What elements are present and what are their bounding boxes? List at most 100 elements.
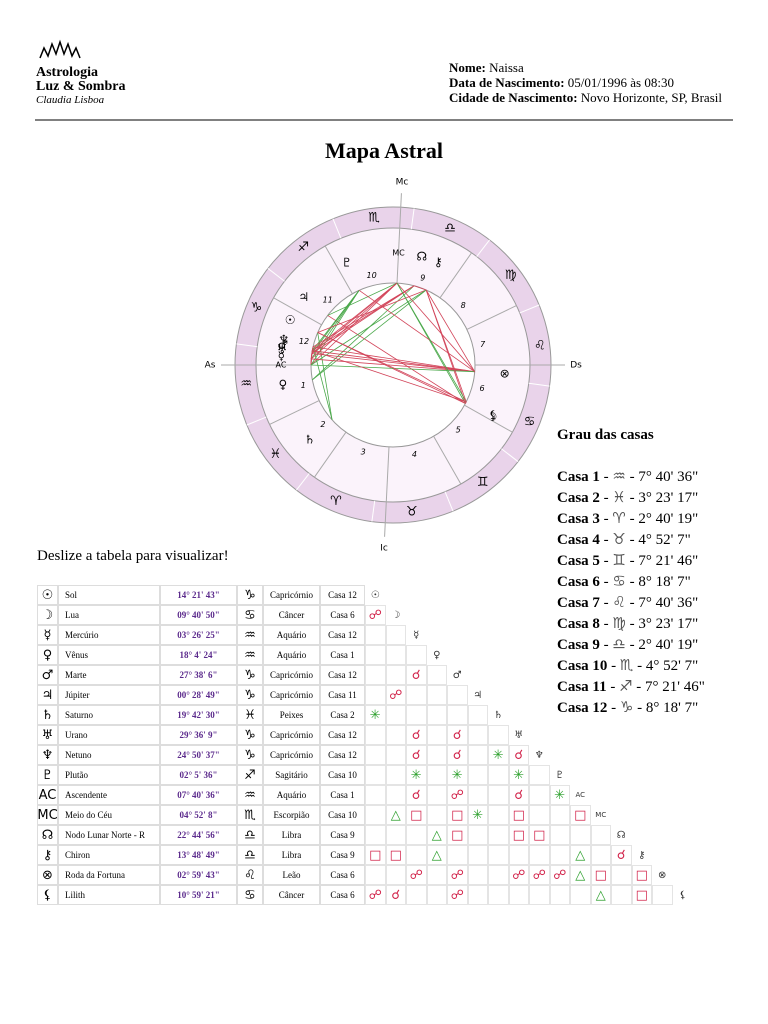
house-row: Casa 10 - ♏ - 4° 52' 7" <box>557 656 699 674</box>
wheel-sign: ♒ <box>240 376 252 391</box>
table-cell: ♑ <box>237 745 263 765</box>
table-cell: Casa 12 <box>320 585 365 605</box>
wheel-planet: MC <box>392 249 405 258</box>
house-degree: 4° 52' 7" <box>638 532 691 548</box>
aspect-line <box>396 282 467 403</box>
aspect-cell: △ <box>426 845 447 865</box>
aspect-diagonal: ☊ <box>616 829 626 841</box>
scroll-hint: Deslize a tabela para visualizar! <box>37 548 229 564</box>
table-cell: ♑ <box>237 685 263 705</box>
aspect-cell <box>549 885 570 905</box>
house-number: 12 <box>299 337 309 346</box>
aspect-cell <box>426 685 447 705</box>
aspect-line <box>317 332 467 403</box>
aspect-diagonal: ☽ <box>391 609 401 621</box>
table-cell: Casa 2 <box>320 705 365 725</box>
aspect-cell <box>426 805 447 825</box>
aspect-cell: ☍ <box>447 785 468 805</box>
aspect-line <box>312 289 427 381</box>
aspect-diagonal: ☉ <box>370 589 380 601</box>
aspect-line <box>312 285 415 348</box>
aspect-diagonal: MC <box>595 811 607 819</box>
sign-divider <box>246 416 267 426</box>
table-cell: 27° 38' 6" <box>160 665 237 685</box>
aspect-cell <box>365 785 386 805</box>
table-cell: ♃ <box>37 685 58 705</box>
table-cell: 19° 42' 30" <box>160 705 237 725</box>
aspect-cell <box>467 865 488 885</box>
house-number: 5 <box>456 425 461 434</box>
sign-divider <box>236 343 258 348</box>
aspect-diagonal: ♅ <box>514 729 524 741</box>
house-cusp <box>433 435 462 485</box>
angle-label: Mc <box>396 178 409 188</box>
wheel-sign: ♑ <box>251 300 263 315</box>
wheel-planet: ⊗ <box>500 367 510 381</box>
table-cell: ♒ <box>237 785 263 805</box>
house-label: Casa 10 <box>557 658 608 674</box>
table-cell: ☽ <box>37 605 58 625</box>
aspect-cell: □ <box>447 825 468 845</box>
aspect-cell <box>406 705 427 725</box>
table-cell: ⊗ <box>37 865 58 885</box>
aspect-cell <box>426 745 447 765</box>
aspect-cell <box>652 885 673 905</box>
aspect-cell <box>488 765 509 785</box>
table-cell: ☉ <box>37 585 58 605</box>
aspect-cell: □ <box>529 825 550 845</box>
sign-divider <box>332 218 342 239</box>
wheel-planet: ☿ <box>278 349 285 363</box>
aspect-cell: ☌ <box>406 745 427 765</box>
aspect-cell <box>467 825 488 845</box>
table-cell: Casa 6 <box>320 885 365 905</box>
logo-icon <box>39 39 81 59</box>
aspect-cell: ☌ <box>385 885 406 905</box>
house-cusp <box>269 400 320 425</box>
table-cell: Casa 9 <box>320 825 365 845</box>
aspect-cell: ☍ <box>549 865 570 885</box>
table-cell: ☿ <box>37 625 58 645</box>
aspect-cell <box>365 625 386 645</box>
house-sign: ♈ <box>612 509 626 527</box>
aspect-cell <box>365 825 386 845</box>
aspect-cell <box>385 865 406 885</box>
table-cell: ♋ <box>237 605 263 625</box>
house-label: Casa 4 <box>557 532 600 548</box>
table-cell: ⚷ <box>37 845 58 865</box>
aspect-cell <box>467 765 488 785</box>
aspect-cell: ☌ <box>406 785 427 805</box>
house-number: 6 <box>479 384 484 393</box>
table-cell: 03° 26' 25" <box>160 625 237 645</box>
table-cell: Júpiter <box>58 685 160 705</box>
table-cell: 07° 40' 36" <box>160 785 237 805</box>
house-number: 10 <box>367 271 377 280</box>
wheel-planet: ♆ <box>278 333 289 347</box>
aspect-diagonal: ♇ <box>555 769 565 781</box>
aspect-cell <box>385 725 406 745</box>
house-degree: 8° 18' 7" <box>645 700 699 716</box>
wheel-planet: ♃ <box>298 290 309 304</box>
house-row: Casa 5 - ♊ - 7° 21' 46" <box>557 551 699 569</box>
table-cell: ♇ <box>37 765 58 785</box>
table-cell: ♂ <box>37 665 58 685</box>
aspect-cell <box>365 665 386 685</box>
aspect-cell <box>426 765 447 785</box>
aspect-cell: ☌ <box>508 745 529 765</box>
house-row: Casa 3 - ♈ - 2° 40' 19" <box>557 509 699 527</box>
aspect-cell <box>508 885 529 905</box>
house-row: Casa 6 - ♋ - 8° 18' 7" <box>557 572 691 590</box>
aspect-line <box>311 353 475 373</box>
aspect-cell: △ <box>570 865 591 885</box>
house-sign: ♎ <box>612 635 626 653</box>
aspect-cell: ✳ <box>467 805 488 825</box>
table-cell: ♌ <box>237 865 263 885</box>
wheel-planet: ♀ <box>278 378 287 392</box>
table-cell: Peixes <box>263 705 320 725</box>
aspect-cell: ☍ <box>508 865 529 885</box>
table-cell: Saturno <box>58 705 160 725</box>
house-degree: 4° 52' 7" <box>645 658 699 674</box>
info-row: Nome: Naissa <box>449 60 722 75</box>
aspect-cell <box>426 885 447 905</box>
table-cell: Meio do Céu <box>58 805 160 825</box>
table-cell: Capricórnio <box>263 685 320 705</box>
